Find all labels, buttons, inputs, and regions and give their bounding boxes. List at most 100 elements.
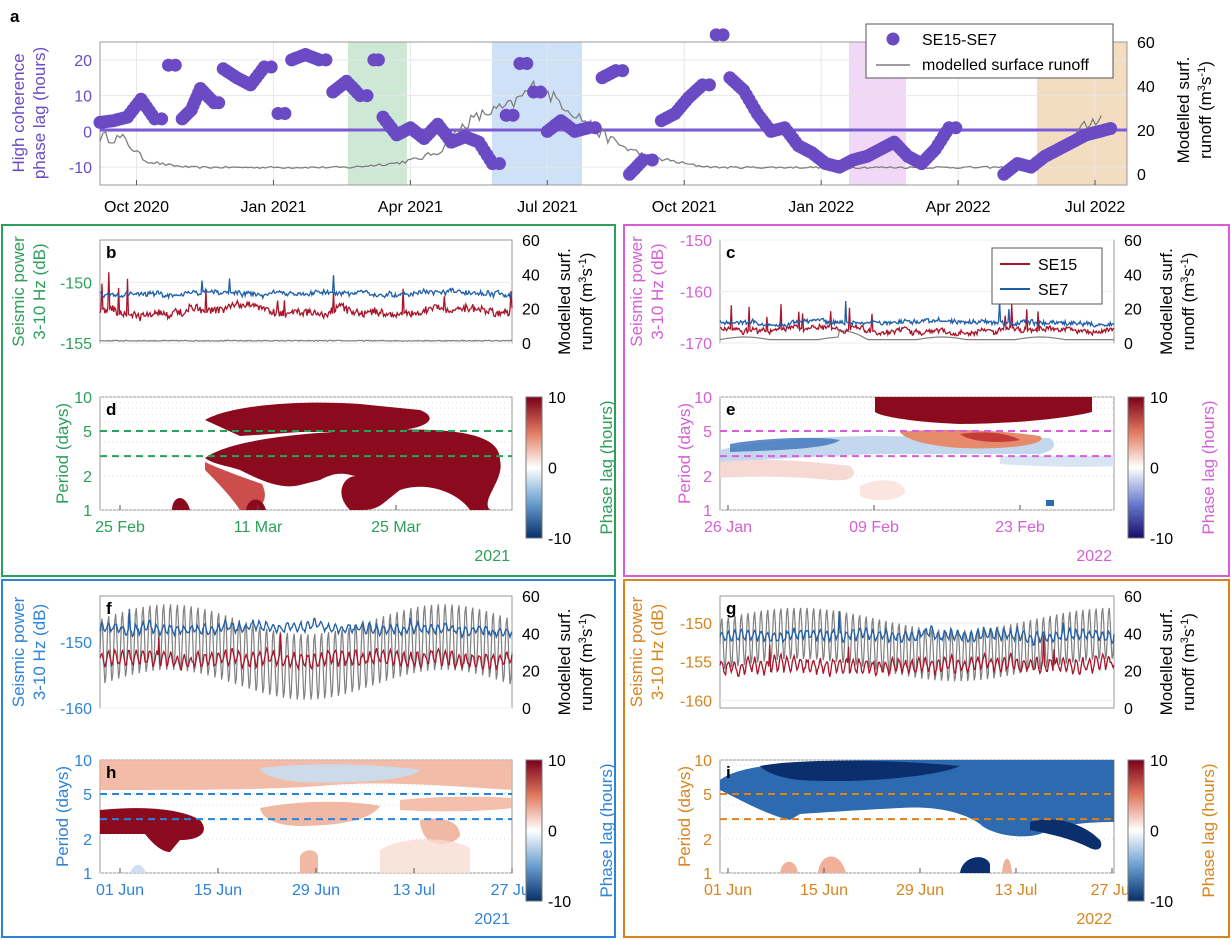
se7-line [99,608,513,640]
colorbar-label: Phase lag (hours) [1199,400,1218,534]
xtick-label-a: Apr 2022 [926,199,991,216]
colorbar-tick: -10 [548,531,571,548]
phase-lag-point [155,112,169,126]
ytick-label-a: -10 [69,160,92,177]
se7-line [99,275,513,301]
y2tick-label: 0 [522,701,531,718]
axes-box-a [99,41,1128,186]
ylabel-line2: 3-10 Hz (dB) [648,243,667,339]
legend-a: SE15-SE7 modelled surface runoff [865,23,1114,79]
runoff-line [719,330,1114,341]
legend-a-item2: modelled surface runoff [922,57,1089,74]
colorbar-tick: 0 [548,824,557,841]
runoff-line [99,604,513,700]
legend-c: SE15 SE7 [991,247,1103,305]
axes-box-b [99,239,513,344]
ytick-label: 2 [703,469,712,486]
xtick-label: 25 Feb [95,519,145,536]
ylabel2-line1: Modelled surf. [1157,248,1176,355]
year-label: 2021 [474,548,510,565]
ytick-label: 5 [703,787,712,804]
phase-lag-point [492,157,506,171]
ylabel2-line1: Modelled surf. [555,248,574,355]
ylabel-line1: Seismic power [627,596,646,707]
heatmap-region [1000,456,1114,467]
colorbar-label: Phase lag (hours) [1199,763,1218,897]
ylabel2-line2: runoff (m3s-1) [1179,613,1198,711]
y2tick-label: 20 [1124,664,1142,681]
colorbar-tick: 0 [548,461,557,478]
y2tick-label-a: 0 [1137,167,1146,184]
ytick-label: -170 [680,336,712,353]
y2tick-label: 0 [1124,336,1133,353]
ytick-label: -155 [60,336,92,353]
colorbar-tick: 10 [548,390,566,407]
colorbar-tick: 0 [1150,461,1159,478]
phase-lag-point [716,28,730,42]
xtick-label: 27 Jul [491,882,534,899]
heatmap-region [960,432,1020,442]
phase-lag-point [1104,122,1118,135]
ytick-label: 1 [83,866,92,883]
xtick-label: 11 Mar [234,519,283,536]
xtick-label-a: Jul 2022 [1065,199,1126,216]
ylabel-line2: 3-10 Hz (dB) [30,243,49,339]
panel-h: 1 2 5 10 01 Jun 15 Jun 29 Jun 13 Jul 27 Jul 2021 h… [53,753,616,928]
phase-lag-point [702,78,716,92]
heatmap-region [260,764,420,783]
xtick-label: 23 Feb [995,519,1045,536]
phase-lag-point [645,153,659,167]
panel-label-h: h [106,763,116,782]
ytick-label: 5 [703,424,712,441]
ylabel-line1: Seismic power [9,596,28,707]
y2tick-label: 60 [1124,589,1142,606]
se15-line [99,272,513,322]
colorbar-tick: 0 [1150,824,1159,841]
ytick-label: 1 [703,866,712,883]
ylabel2-a-line2: runoff (m3s-1) [1196,61,1215,159]
ytick-label: 10 [74,753,92,770]
xtick-label: 25 Mar [371,519,421,536]
xtick-label: 27 Jul [1091,882,1134,899]
ytick-label-a: 20 [74,53,92,70]
ytick-label: -160 [680,285,712,302]
heatmap-region [205,462,265,510]
ylabel-period: Period (days) [675,766,694,867]
phase-lag-point [534,85,547,99]
y2tick-label-a: 20 [1137,123,1155,140]
phase-lag-point [278,107,292,120]
ylabel-period: Period (days) [53,766,72,867]
panel-label-i: i [726,763,731,782]
y2tick-label: 60 [522,233,540,250]
heatmap-region [420,818,460,845]
xtick-label: 09 Feb [849,519,899,536]
ytick-label: 5 [83,424,92,441]
y2tick-label: 20 [522,302,540,319]
legend-box [991,247,1103,305]
ytick-label: 1 [83,503,92,520]
ylabel-line2: 3-10 Hz (dB) [648,604,667,700]
ytick-label: -160 [680,693,712,710]
y2tick-label: 0 [522,336,531,353]
xtick-label: 13 Jul [995,882,1038,899]
y2tick-label-a: 40 [1137,79,1155,96]
se15-line [719,304,1115,338]
phase-lag-point [212,96,226,110]
year-label: 2022 [1076,911,1112,928]
phase-lag-point [168,58,182,72]
panel-g: -150 -155 -160 0 20 40 60 g Seismic power 3-10 Hz… [627,589,1198,718]
ytick-label: 1 [703,503,712,520]
panel-label-a: a [10,7,20,26]
panel-b: -150 -155 0 20 40 60 b Seismic power 3-10 Hz (dB… [9,233,596,355]
se7-line [719,300,1115,329]
legend-se15-label: SE15 [1038,257,1077,274]
xtick-label: 15 Jun [194,882,242,899]
panel-label-b: b [106,243,116,262]
ytick-label: -150 [60,635,92,652]
ylabel2-line2: runoff (m3s-1) [577,253,596,351]
ylabel2-a-line1: Modelled surf. [1174,57,1193,164]
heatmap-region [260,801,380,826]
ylabel-line1: Seismic power [627,236,646,347]
y2tick-label: 40 [1124,626,1142,643]
ylabel-period: Period (days) [53,403,72,504]
